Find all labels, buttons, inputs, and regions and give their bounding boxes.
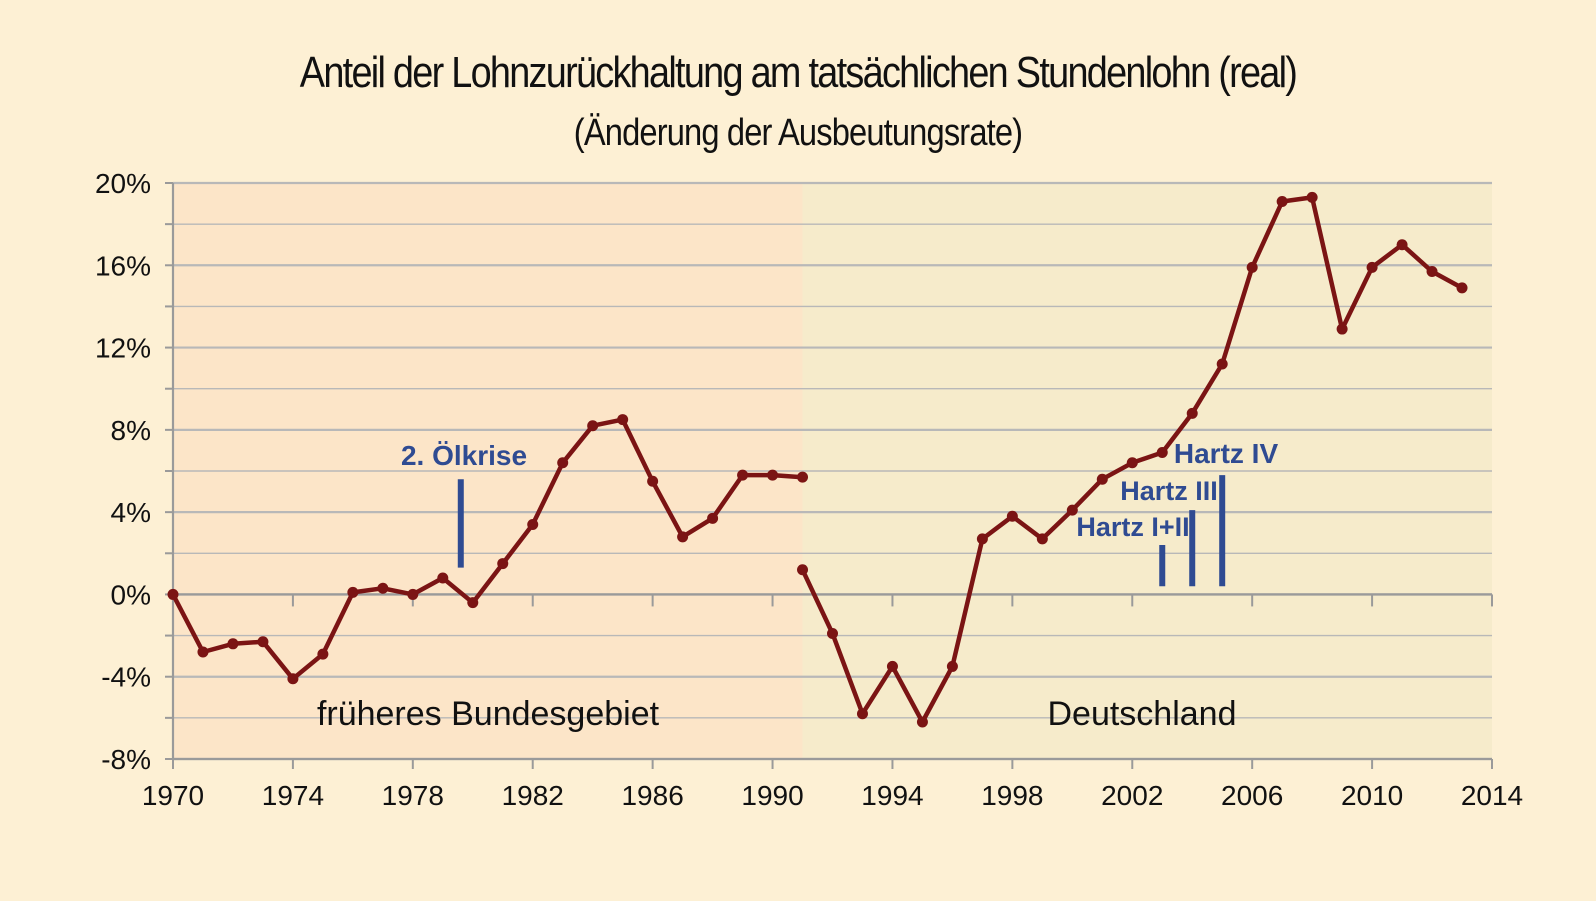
region-label-1: Deutschland bbox=[1047, 695, 1236, 733]
y-tick-label: -4% bbox=[101, 662, 151, 693]
x-tick-label: 2006 bbox=[1221, 780, 1283, 811]
x-tick-label: 1990 bbox=[741, 780, 803, 811]
data-point bbox=[197, 646, 209, 658]
x-tick-label: 1994 bbox=[861, 780, 923, 811]
data-point bbox=[797, 564, 809, 576]
data-point bbox=[467, 597, 479, 609]
y-tick-label: 0% bbox=[111, 579, 151, 610]
data-point bbox=[737, 469, 749, 481]
data-point bbox=[287, 673, 299, 685]
data-point bbox=[1426, 265, 1438, 277]
data-point bbox=[227, 638, 239, 650]
data-point bbox=[1066, 504, 1078, 516]
chart-subtitle: (Änderung der Ausbeutungsrate) bbox=[573, 112, 1023, 154]
annotation-label-1: Hartz I+II bbox=[1076, 512, 1189, 542]
data-point bbox=[946, 660, 958, 672]
data-point bbox=[1096, 473, 1108, 485]
data-point bbox=[707, 512, 719, 524]
data-point bbox=[1186, 407, 1198, 419]
data-point bbox=[587, 420, 599, 432]
data-point bbox=[377, 582, 389, 594]
annotation-label-2: Hartz III bbox=[1120, 476, 1218, 506]
data-point bbox=[886, 660, 898, 672]
data-point bbox=[976, 533, 988, 545]
data-point bbox=[557, 457, 569, 469]
data-point bbox=[317, 648, 329, 660]
series-line-segment-0 bbox=[170, 417, 805, 682]
x-tick-label: 1978 bbox=[382, 780, 444, 811]
data-point bbox=[1396, 239, 1408, 251]
data-point bbox=[167, 588, 179, 600]
data-point bbox=[647, 475, 659, 487]
x-tick-label: 1986 bbox=[621, 780, 683, 811]
data-point bbox=[677, 531, 689, 543]
data-point bbox=[1216, 358, 1228, 370]
x-tick-label: 1982 bbox=[502, 780, 564, 811]
region-label-0: früheres Bundesgebiet bbox=[317, 695, 660, 733]
x-tick-label: 2010 bbox=[1341, 780, 1403, 811]
data-point bbox=[1006, 510, 1018, 522]
y-tick-label: 16% bbox=[95, 250, 151, 281]
x-tick-label: 1970 bbox=[142, 780, 204, 811]
data-point bbox=[1246, 261, 1258, 273]
data-point bbox=[437, 572, 449, 584]
data-point bbox=[527, 518, 539, 530]
data-point bbox=[347, 586, 359, 598]
data-point bbox=[797, 471, 809, 483]
chart-title: Anteil der Lohnzurückhaltung am tatsächl… bbox=[299, 48, 1298, 97]
y-tick-label: -8% bbox=[101, 744, 151, 775]
data-point bbox=[1366, 261, 1378, 273]
y-tick-label: 4% bbox=[111, 497, 151, 528]
data-point bbox=[767, 469, 779, 481]
x-tick-label: 1998 bbox=[981, 780, 1043, 811]
data-point bbox=[407, 588, 419, 600]
data-point bbox=[1276, 196, 1288, 208]
data-point bbox=[1156, 446, 1168, 458]
data-point bbox=[617, 414, 629, 426]
x-tick-label: 1974 bbox=[262, 780, 324, 811]
data-point bbox=[1336, 323, 1348, 335]
data-point bbox=[1126, 457, 1138, 469]
data-point bbox=[916, 716, 928, 728]
data-point bbox=[257, 636, 269, 648]
y-tick-label: 12% bbox=[95, 333, 151, 364]
data-point bbox=[497, 558, 509, 570]
y-tick-label: 8% bbox=[111, 415, 151, 446]
x-tick-label: 2002 bbox=[1101, 780, 1163, 811]
data-point bbox=[1306, 191, 1318, 203]
y-tick-label: 20% bbox=[95, 168, 151, 199]
data-point bbox=[856, 708, 868, 720]
x-tick-label: 2014 bbox=[1461, 780, 1523, 811]
data-point bbox=[1036, 533, 1048, 545]
annotation-label-3: Hartz IV bbox=[1174, 438, 1279, 469]
data-point bbox=[827, 628, 838, 640]
data-point bbox=[1456, 282, 1468, 294]
annotation-label-0: 2. Ölkrise bbox=[401, 440, 527, 471]
